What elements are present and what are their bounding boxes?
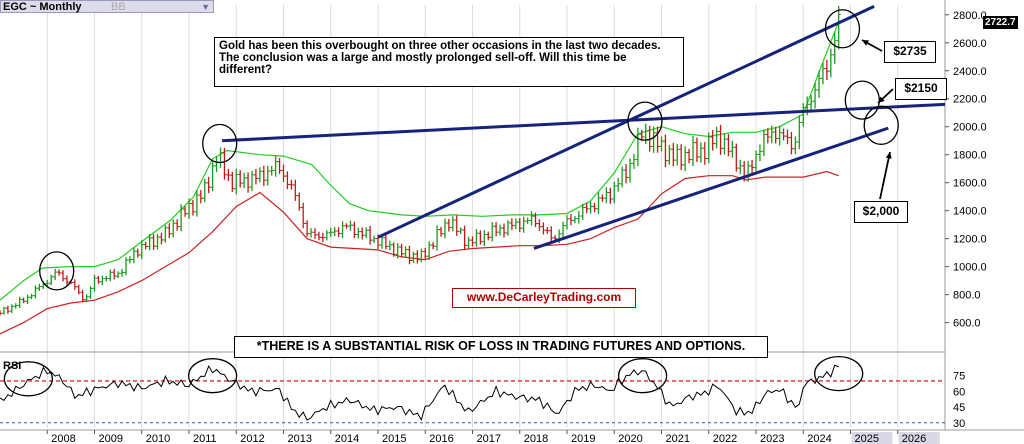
callout-2735: $2735 <box>884 41 936 63</box>
last-price-value: 2722.7 <box>985 17 1016 28</box>
rsi-tick-label: 75 <box>953 371 965 383</box>
trendline-channel-bottom <box>533 126 889 250</box>
symbol-label: EGC ~ Monthly <box>3 1 82 13</box>
callout-arrowhead <box>885 152 892 159</box>
rsi-tick-label: 45 <box>953 402 965 414</box>
risk-text: *THERE IS A SUBSTANTIAL RISK OF LOSS IN … <box>256 339 746 353</box>
y-tick-label: 800.0 <box>953 290 981 302</box>
x-tick-label: 2024 <box>807 433 831 444</box>
x-tick-label: 2010 <box>146 433 170 444</box>
highlight-circle <box>39 251 75 291</box>
risk-disclaimer: *THERE IS A SUBSTANTIAL RISK OF LOSS IN … <box>234 336 768 358</box>
x-tick-label: 2009 <box>99 433 123 444</box>
rsi-highlight-circle <box>814 355 864 392</box>
x-tick-label: 2022 <box>713 433 737 444</box>
rsi-highlight-circle <box>187 358 238 394</box>
x-tick-label: 2015 <box>382 433 406 444</box>
y-tick-label: 2000.0 <box>953 122 987 134</box>
y-tick-label: 600.0 <box>953 318 981 330</box>
rsi-tick-label: 30 <box>953 418 965 430</box>
overlay-label: BB <box>111 1 126 13</box>
trendlines <box>221 5 946 250</box>
highlight-circles <box>39 9 899 291</box>
symbol-selector[interactable]: EGC ~ Monthly BB ▼ <box>0 0 214 13</box>
x-tick-label: 2019 <box>571 433 595 444</box>
x-tick-label: 2023 <box>760 433 784 444</box>
rsi-label: RSI <box>3 360 21 372</box>
x-tick-label: 2021 <box>666 433 690 444</box>
x-tick-label: 2025 <box>855 433 879 444</box>
y-tick-label: 2200.0 <box>953 94 987 106</box>
rsi-label-text: RSI <box>3 360 22 372</box>
y-tick-label: 1000.0 <box>953 262 987 274</box>
x-tick-label: 2014 <box>335 433 359 444</box>
callout-2150-text: $2150 <box>904 81 938 95</box>
x-tick-label: 2020 <box>618 433 642 444</box>
x-tick-label: 2011 <box>193 433 217 444</box>
price-axis: 600.0 800.0 1000.0 1200.0 1400.0 1600.0 1800.0… <box>945 10 987 330</box>
callout-2000-text: $2,000 <box>862 204 900 218</box>
highlight-circle <box>202 123 238 164</box>
last-price-tag: 2722.7 <box>983 16 1018 29</box>
rsi-tick-label: 60 <box>953 386 965 398</box>
rsi-highlight-circle <box>3 361 54 397</box>
future-year-shade <box>898 432 940 444</box>
x-tick-label: 2018 <box>524 433 548 444</box>
future-year-shade <box>851 432 893 444</box>
dropdown-icon[interactable]: ▼ <box>201 2 210 12</box>
y-tick-label: 2800.0 <box>953 10 987 22</box>
highlight-circle <box>863 105 899 145</box>
x-tick-label: 2013 <box>288 433 312 444</box>
price-bars <box>0 5 841 316</box>
website-text: www.DeCarleyTrading.com <box>466 290 622 304</box>
y-tick-label: 2400.0 <box>953 66 987 78</box>
callout-2000: $2,000 <box>854 201 908 223</box>
x-tick-label: 2017 <box>477 433 501 444</box>
highlight-circle <box>627 101 663 141</box>
trendline-channel-top <box>377 5 875 239</box>
callout-arrowhead <box>878 96 885 103</box>
callout-arrow <box>879 151 891 200</box>
rsi-panel: 30 45 60 75 <box>0 355 965 430</box>
callout-arrowhead <box>862 40 869 46</box>
highlight-circle <box>824 9 861 49</box>
y-tick-label: 1400.0 <box>953 206 987 218</box>
time-axis: 2008 2009 2010 2011 2012 2013 2014 2015 2016 2017… <box>46 430 940 444</box>
y-tick-label: 1200.0 <box>953 234 987 246</box>
x-tick-label: 2008 <box>51 433 75 444</box>
y-tick-label: 1800.0 <box>953 150 987 162</box>
callout-2735-text: $2735 <box>893 44 927 58</box>
trendline-resistance <box>221 102 946 143</box>
callout-2150: $2150 <box>895 78 947 100</box>
main-annotation: Gold has been this overbought on three o… <box>214 37 684 87</box>
lower-band-line <box>0 170 839 335</box>
rsi-line <box>0 364 839 422</box>
x-tick-label: 2012 <box>240 433 264 444</box>
rsi-highlight-circle <box>617 358 668 394</box>
y-tick-label: 2600.0 <box>953 38 987 50</box>
y-tick-label: 1600.0 <box>953 178 987 190</box>
x-tick-label: 2016 <box>429 433 453 444</box>
website-label: www.DeCarleyTrading.com <box>452 288 636 308</box>
x-tick-label: 2026 <box>902 433 926 444</box>
main-annotation-text: Gold has been this overbought on three o… <box>219 40 661 76</box>
